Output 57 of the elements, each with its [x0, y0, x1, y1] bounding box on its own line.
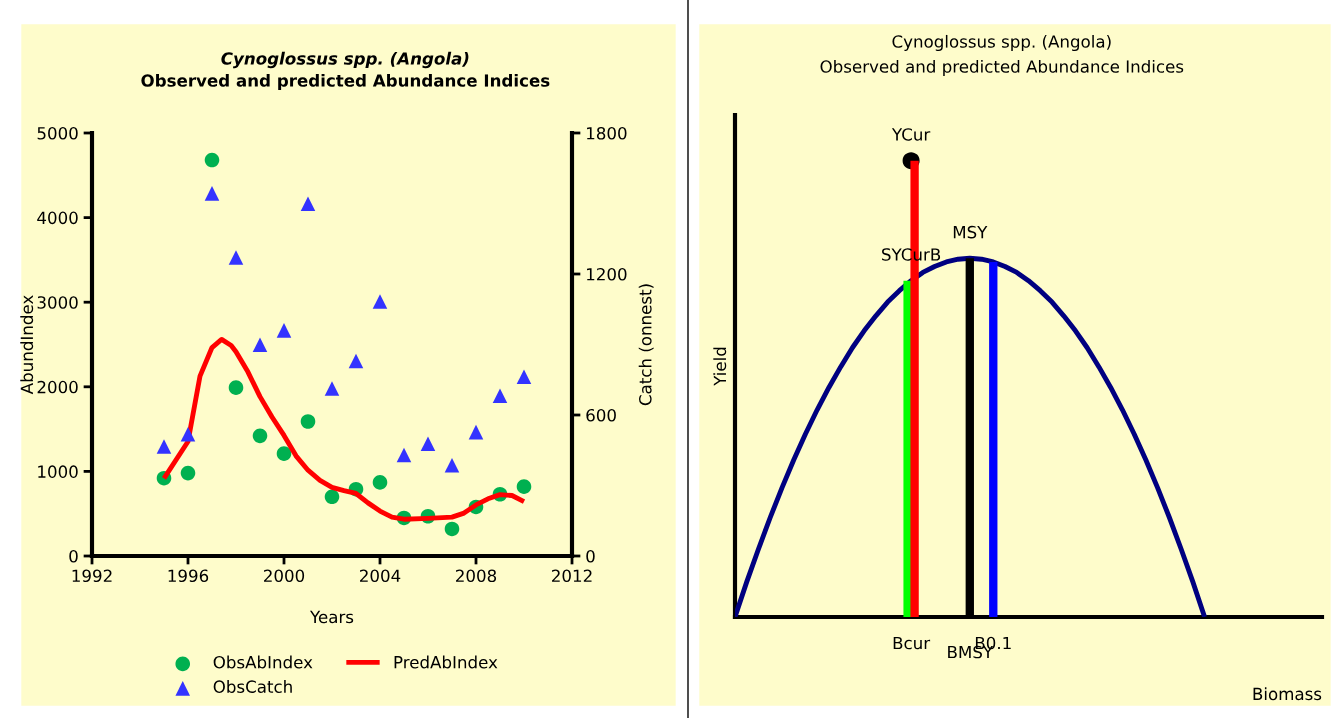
legend-label: ObsAbIndex [213, 655, 313, 669]
x-tick-label: 2012 [552, 569, 592, 583]
chart-subtitle: Observed and predicted Abundance Indices [141, 73, 550, 91]
chart-title: Cynoglossus spp. (Angola) [892, 34, 1111, 52]
legend-label: ObsCatch [213, 680, 292, 693]
point [228, 250, 244, 265]
point [324, 381, 340, 396]
point [492, 388, 508, 404]
point [516, 479, 532, 494]
y-tick-label: 1000 [38, 465, 78, 478]
point [276, 446, 292, 461]
x-tick-label: 2000 [264, 569, 305, 583]
point [252, 428, 268, 444]
y-tick-label: 0 [69, 549, 78, 563]
point [372, 475, 388, 490]
point [348, 353, 364, 369]
y-axis-title: AbundIndex [20, 295, 34, 395]
y-tick-label: 4000 [37, 211, 78, 225]
y-tick-label: 3000 [37, 296, 78, 309]
point [228, 380, 244, 395]
point [372, 294, 388, 309]
y-tick-label: 2000 [37, 380, 78, 394]
point [396, 447, 412, 463]
point [468, 424, 484, 440]
x-tick-label: Bcur [893, 636, 931, 650]
point [156, 439, 172, 454]
x-axis-title: Biomass [1253, 687, 1322, 701]
legend-label: PredAbIndex [394, 655, 498, 669]
point [180, 426, 196, 442]
point [516, 369, 532, 384]
x-axis-title: Years [309, 610, 354, 624]
point [444, 458, 460, 473]
y-axis-title: Yield [713, 347, 727, 386]
point [300, 414, 316, 429]
y2-tick-label: 1800 [587, 126, 627, 140]
y2-tick-label: 1200 [587, 267, 627, 281]
point [276, 323, 292, 338]
y-tick-label: 5000 [37, 126, 78, 140]
x-tick-label: 1996 [168, 569, 209, 583]
x-tick-label: 2008 [456, 569, 497, 583]
x-tick-label: 1992 [72, 569, 112, 583]
point [300, 196, 316, 212]
y2-tick-label: 600 [586, 408, 616, 422]
annotation: YCur [891, 128, 931, 141]
point [252, 337, 268, 353]
annotation: MSY [953, 225, 988, 239]
point [204, 186, 220, 201]
chart-title: Cynoglossus spp. (Angola) [221, 51, 469, 69]
point [420, 436, 436, 451]
point [324, 489, 340, 505]
y2-tick-label: 0 [586, 549, 595, 563]
point [204, 152, 220, 168]
chart-subtitle: Observed and predicted Abundance Indices [820, 59, 1184, 77]
x-tick-label: 2004 [360, 569, 401, 583]
y2-axis-title: Catch (onnest) [638, 284, 654, 406]
point [444, 521, 460, 537]
point [180, 465, 196, 481]
